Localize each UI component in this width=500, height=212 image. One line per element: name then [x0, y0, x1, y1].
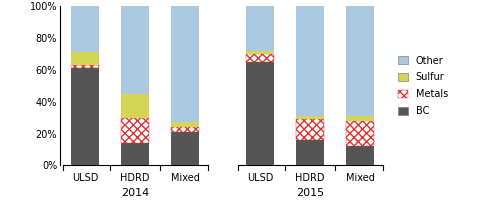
Bar	[121, 6, 149, 94]
Text: 2015: 2015	[296, 188, 324, 198]
Bar	[72, 65, 99, 68]
Bar	[72, 53, 99, 65]
Bar	[171, 132, 199, 165]
Bar	[246, 62, 274, 165]
Text: ULSD: ULSD	[247, 173, 273, 183]
Bar	[346, 116, 374, 121]
Bar	[246, 51, 274, 54]
Text: HDRD: HDRD	[120, 173, 150, 183]
Bar	[346, 121, 374, 146]
Bar	[121, 143, 149, 165]
Text: ULSD: ULSD	[72, 173, 98, 183]
Bar	[246, 54, 274, 62]
Legend: Other, Sulfur, Metals, BC: Other, Sulfur, Metals, BC	[398, 56, 448, 116]
Bar	[121, 94, 149, 118]
Text: Mixed: Mixed	[170, 173, 200, 183]
Text: Mixed: Mixed	[346, 173, 374, 183]
Bar	[171, 6, 199, 123]
Bar	[246, 6, 274, 51]
Bar	[121, 118, 149, 143]
Bar	[296, 140, 324, 165]
Bar	[171, 127, 199, 132]
Bar	[296, 116, 324, 119]
Bar	[72, 6, 99, 53]
Bar	[171, 123, 199, 127]
Bar	[346, 146, 374, 165]
Text: HDRD: HDRD	[295, 173, 325, 183]
Bar	[72, 68, 99, 165]
Bar	[346, 6, 374, 116]
Bar	[296, 6, 324, 116]
Text: 2014: 2014	[121, 188, 149, 198]
Bar	[296, 119, 324, 140]
